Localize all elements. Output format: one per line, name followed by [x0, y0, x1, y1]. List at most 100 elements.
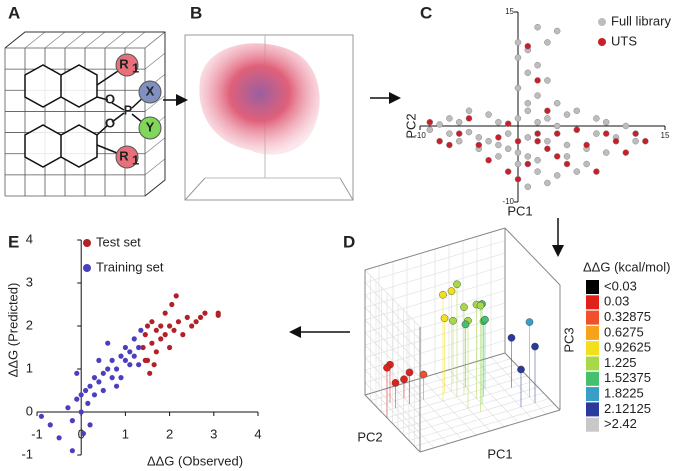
cube-outline — [4, 31, 166, 197]
point — [162, 332, 168, 338]
point — [455, 137, 463, 145]
point — [153, 327, 159, 333]
y-tick-label: -10 — [502, 197, 514, 206]
grid-line — [476, 361, 533, 419]
point — [56, 435, 62, 441]
point — [514, 149, 522, 156]
naphthyl — [24, 64, 98, 108]
point — [109, 357, 115, 363]
y-tick-label: 4 — [26, 231, 33, 246]
grid-line — [144, 95, 166, 112]
grid-line — [370, 358, 511, 401]
atom-label: O — [105, 115, 115, 130]
point — [96, 379, 102, 385]
substituent-label: X — [146, 83, 155, 98]
grid-line — [364, 319, 421, 378]
legend-label: >2.42 — [604, 416, 637, 431]
y-axis-label: PC2 — [403, 113, 418, 138]
point — [426, 126, 434, 134]
grid-line — [144, 137, 166, 154]
box-edge — [184, 177, 206, 201]
point — [113, 383, 120, 389]
point — [563, 153, 571, 160]
legend-label: Training set — [96, 259, 164, 274]
point — [602, 118, 610, 126]
point — [447, 287, 456, 295]
point — [47, 422, 53, 428]
point — [481, 315, 489, 324]
substituent-label: R — [119, 56, 129, 71]
point — [553, 130, 561, 137]
point — [544, 115, 551, 122]
x-tick-label: 1 — [122, 426, 129, 441]
point — [138, 327, 144, 333]
point — [78, 409, 84, 415]
point — [446, 115, 453, 122]
grid-line — [364, 282, 421, 340]
point — [632, 130, 639, 137]
point — [131, 336, 137, 342]
legend-swatch — [586, 387, 599, 402]
point — [504, 120, 512, 127]
point — [534, 168, 541, 175]
point — [544, 107, 551, 115]
grid-line — [64, 31, 86, 49]
legend-swatch — [586, 295, 599, 310]
point — [465, 107, 473, 115]
point — [583, 141, 590, 149]
legend-swatch — [586, 402, 599, 417]
point — [449, 316, 457, 325]
point — [553, 153, 561, 160]
point — [495, 141, 502, 149]
x-tick-label: 2 — [166, 426, 173, 441]
grid-line — [364, 240, 506, 283]
grid-line — [364, 332, 421, 390]
bonds — [96, 64, 149, 158]
point — [91, 375, 98, 381]
x-tick-label: 4 — [254, 426, 261, 441]
point — [524, 183, 532, 191]
point — [105, 366, 111, 372]
box-edge — [339, 177, 354, 201]
point — [461, 320, 470, 329]
atom-label: O — [105, 91, 115, 106]
point — [504, 145, 512, 153]
point — [426, 118, 434, 126]
point — [439, 290, 447, 299]
point — [149, 319, 155, 325]
point — [525, 318, 534, 326]
point — [622, 122, 630, 130]
point — [553, 99, 561, 107]
point — [158, 323, 164, 329]
legend-label: 1.52375 — [604, 370, 651, 385]
grid-line — [364, 269, 421, 328]
point — [583, 160, 590, 168]
x-tick-label: -10 — [414, 131, 426, 140]
point — [136, 362, 142, 368]
point — [534, 92, 541, 99]
x-tick-label: 3 — [210, 426, 217, 441]
point — [534, 23, 541, 31]
legend-label: 2.12125 — [604, 401, 651, 416]
point — [593, 115, 600, 122]
arrows — [163, 92, 564, 338]
point — [534, 137, 541, 145]
point — [87, 383, 93, 389]
point — [118, 375, 124, 381]
point — [544, 77, 551, 84]
atom-label: P — [124, 102, 133, 117]
point — [495, 134, 502, 141]
legend-swatch — [586, 356, 599, 371]
point — [151, 362, 157, 368]
legend-label: 0.92625 — [604, 340, 651, 355]
grid-line — [364, 307, 421, 365]
point — [405, 368, 414, 377]
point — [514, 175, 522, 183]
legend-marker — [598, 38, 606, 46]
grid-line — [364, 294, 421, 353]
point — [524, 160, 532, 168]
x-axis-label: ΔΔG (Observed) — [147, 453, 243, 468]
point — [171, 327, 177, 333]
